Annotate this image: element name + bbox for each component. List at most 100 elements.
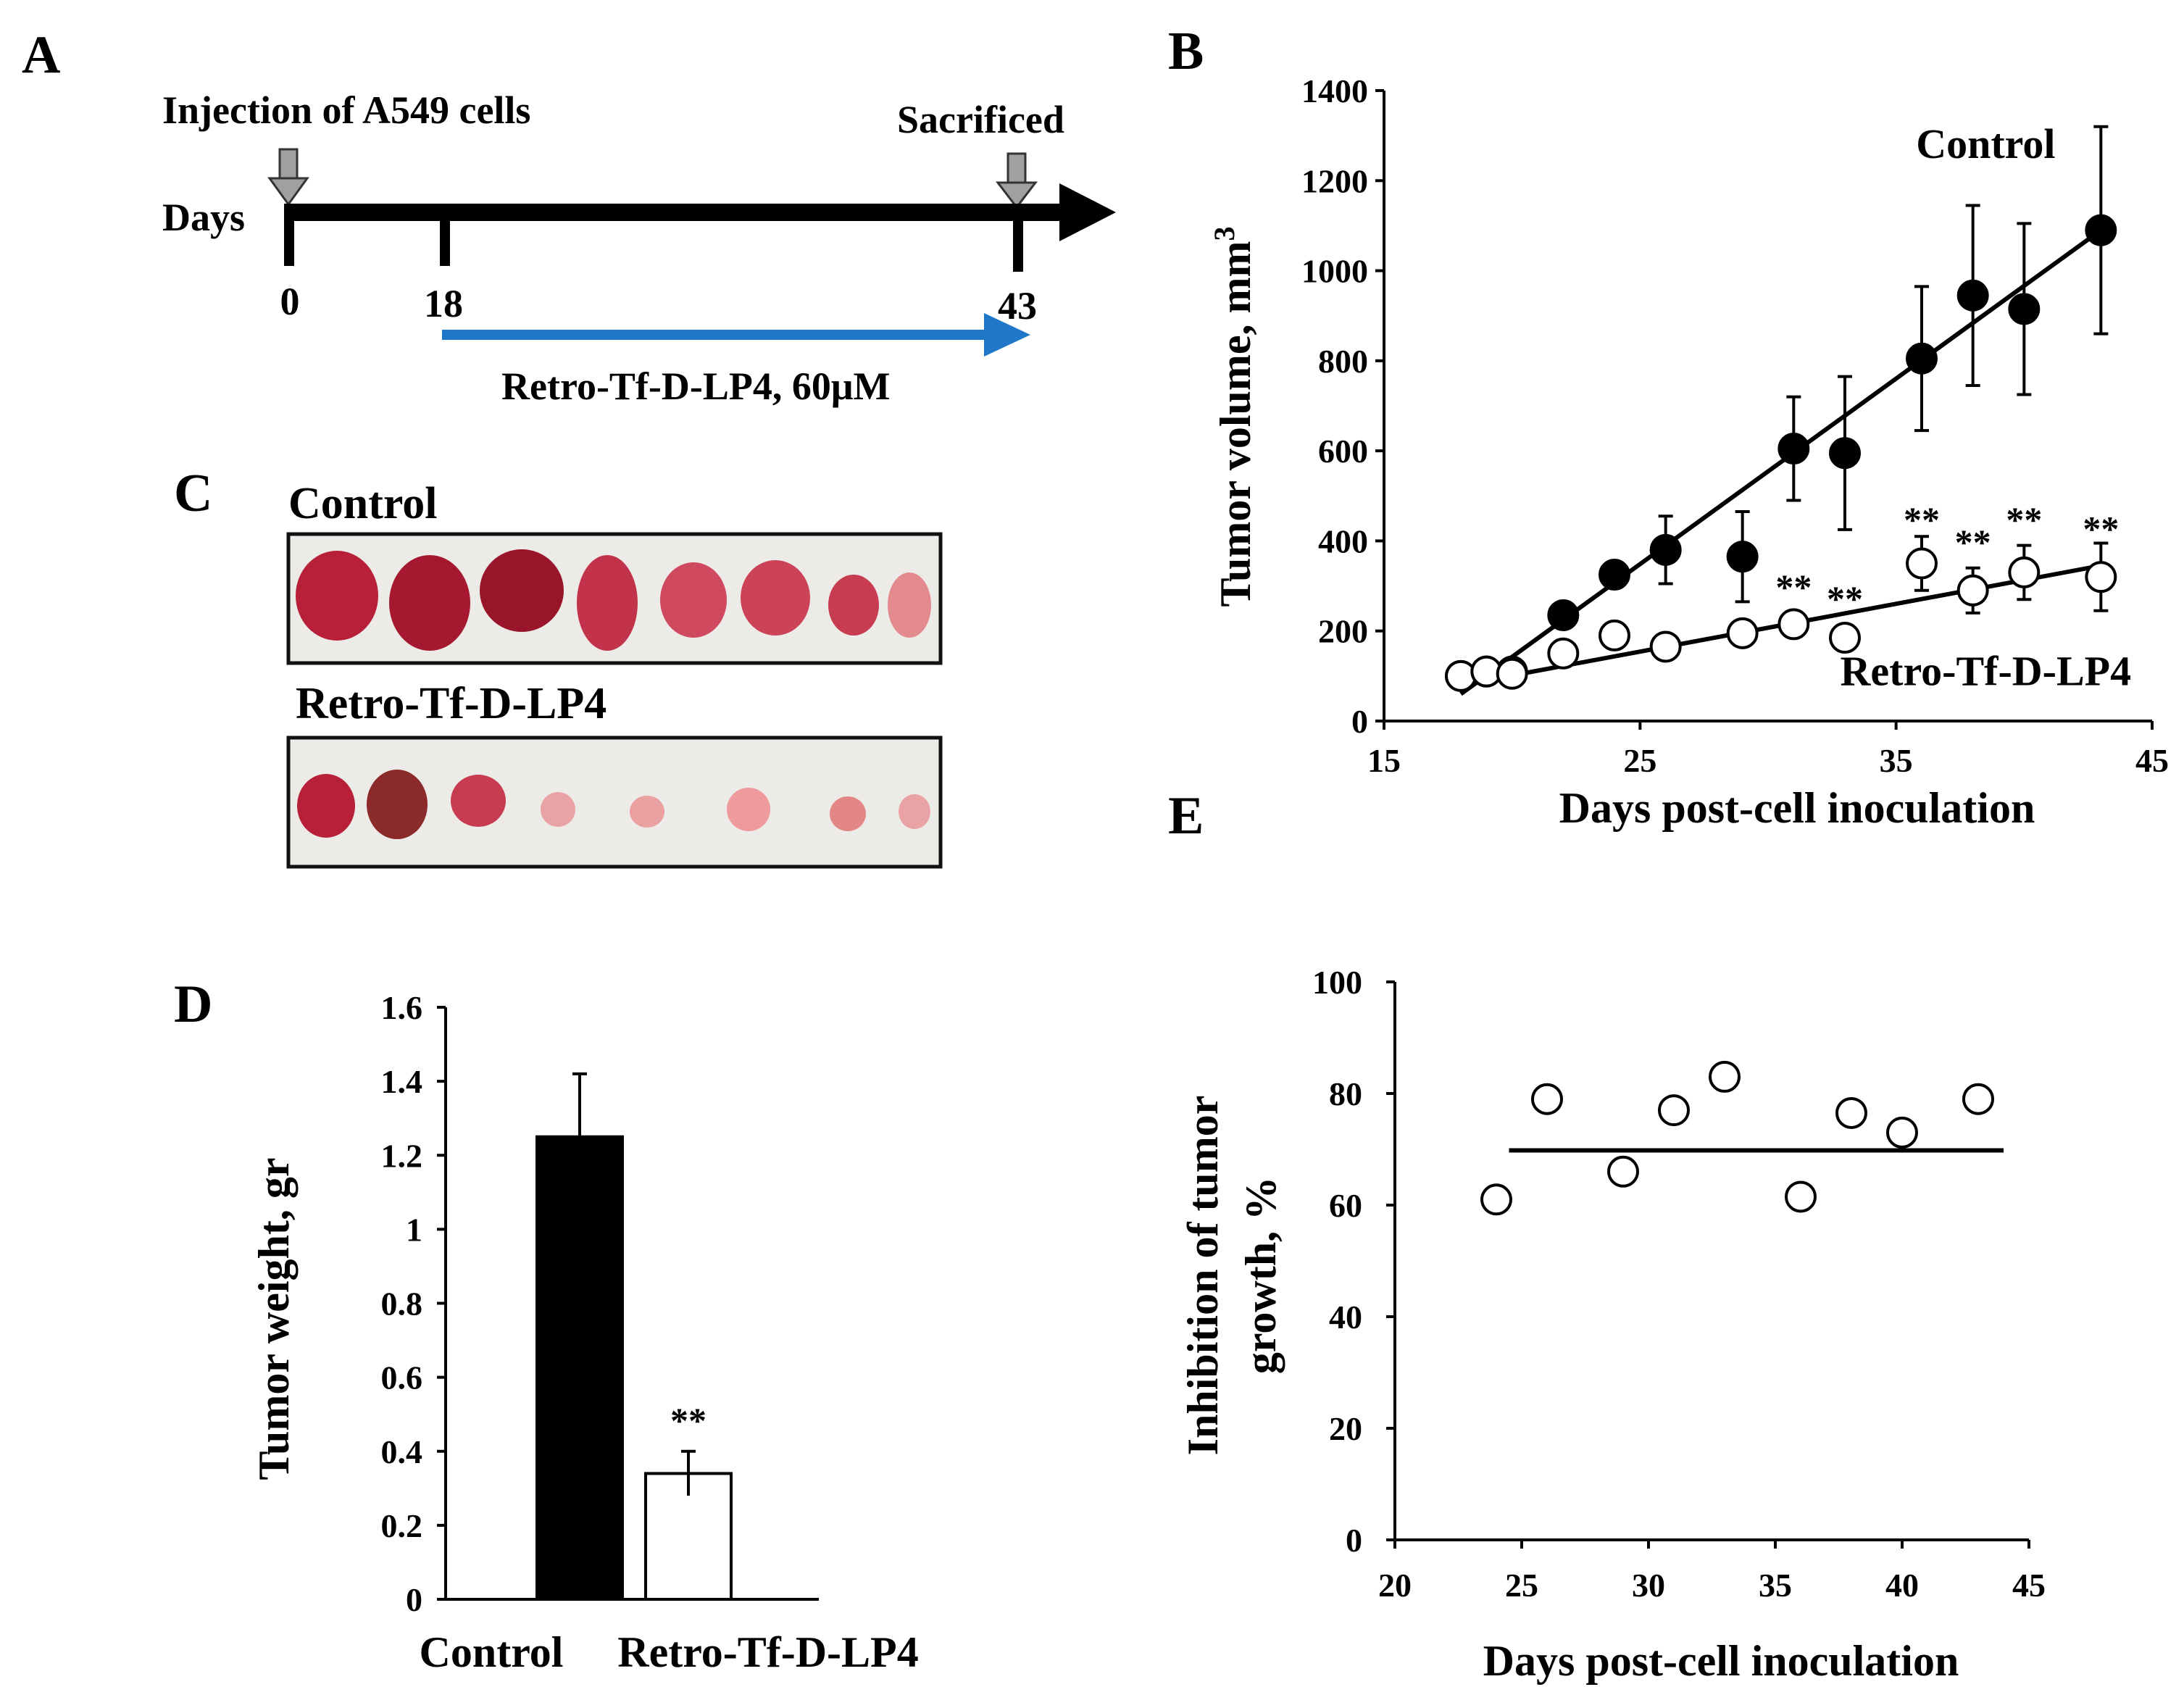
chart-b-y-tick-label: 600 <box>1318 433 1368 470</box>
chart-e-y-tick-label: 0 <box>1346 1522 1362 1559</box>
chart-b-significance-mark: ** <box>2083 508 2119 549</box>
chart-d-y-tick-label: 0.2 <box>381 1507 423 1544</box>
chart-b-y-tick-label: 1000 <box>1301 253 1368 290</box>
chart-e-y-tick-label: 100 <box>1312 964 1362 1001</box>
treated-tumor <box>367 770 428 839</box>
chart-e-y-tick-label: 20 <box>1329 1410 1362 1447</box>
chart-e-ylabel-line1: Inhibition of tumor <box>1179 1096 1227 1456</box>
chart-d-y-tick-label: 0 <box>406 1581 422 1618</box>
panel-c-letter: C <box>174 464 212 523</box>
chart-b-series-label: Control <box>1916 120 2055 167</box>
chart-e-x-tick-label: 35 <box>1759 1567 1792 1604</box>
tick-day-0 <box>284 212 294 266</box>
chart-b-error-bars <box>1658 125 2109 615</box>
chart-b-x-tick-label: 15 <box>1367 742 1401 779</box>
chart-e-x-tick-label: 20 <box>1378 1567 1412 1604</box>
chart-e-y-tick-label: 60 <box>1329 1187 1362 1224</box>
chart-d-y-tick-label: 1.4 <box>381 1063 423 1100</box>
chart-d-category-label: Control <box>420 1628 564 1676</box>
chart-b-significance-mark: ** <box>1904 499 1940 540</box>
treated-tumor <box>899 794 930 829</box>
chart-e-points <box>1480 1060 2004 1216</box>
chart-d-y-tick-label: 0.8 <box>381 1286 423 1322</box>
chart-d-y-tick-label: 1 <box>406 1211 422 1248</box>
chart-e-point <box>1531 1083 1563 1115</box>
control-tumor <box>480 549 564 632</box>
chart-b-control-point <box>1777 433 1810 465</box>
chart-b-treated-point <box>1726 617 1759 649</box>
panel-b-letter: B <box>1168 22 1204 81</box>
control-tumor-photo <box>286 532 943 665</box>
chart-b-y-tick-label: 1400 <box>1301 72 1368 109</box>
chart-e-point <box>1835 1096 1867 1129</box>
treated-tumor <box>541 792 575 827</box>
chart-b-y-tick-label: 400 <box>1318 522 1368 559</box>
chart-b-points <box>1445 214 2117 692</box>
treated-tumor <box>830 796 866 831</box>
chart-b-significance-mark: ** <box>2006 499 2042 540</box>
chart-b-control-point <box>1649 533 1682 566</box>
chart-e-point <box>1962 1083 1994 1115</box>
chart-b-control-point <box>2085 214 2117 246</box>
chart-d-significance-mark: ** <box>670 1400 707 1441</box>
chart-b-control-point <box>1726 541 1759 573</box>
treated-tumor <box>727 788 770 831</box>
chart-e-y-tick-label: 40 <box>1329 1299 1362 1336</box>
panel-d-letter: D <box>174 975 212 1034</box>
chart-b-treated-point <box>1649 630 1682 663</box>
chart-e-ylabel-line2: growth, % <box>1237 1177 1285 1374</box>
day-43-label: 43 <box>998 284 1037 328</box>
chart-b-series-label: Retro-Tf-D-LP4 <box>1841 647 2132 694</box>
injection-label: Injection of A549 cells <box>162 88 530 132</box>
control-tumor <box>389 555 470 651</box>
treated-tumor-photo <box>286 736 943 869</box>
treatment-label: Retro-Tf-D-LP4, 60μM <box>501 364 890 408</box>
chart-b-treated-point <box>1445 659 1477 692</box>
chart-e-point <box>1480 1183 1512 1216</box>
tick-day-43 <box>1013 212 1023 272</box>
chart-e: Inhibition of tumor growth, % Days post-… <box>1179 964 2046 1685</box>
panel-c: C Control Retro-Tf-D-LP4 <box>174 464 943 869</box>
tick-day-18 <box>440 212 450 266</box>
chart-e-x-tick-label: 45 <box>2012 1567 2046 1604</box>
panel-a-letter: A <box>22 25 60 85</box>
chart-b-treated-point <box>1599 619 1630 651</box>
chart-d-bars: Control Retro-Tf-D-LP4 ** <box>420 1072 919 1676</box>
chart-b-x-tick-label: 35 <box>1880 742 1913 779</box>
chart-e-point <box>1785 1180 1817 1213</box>
chart-b-control-point <box>1829 437 1861 470</box>
treatment-arrow <box>442 313 1030 357</box>
chart-b-treated-point <box>1547 637 1580 670</box>
chart-b-control-point <box>1956 279 1989 312</box>
chart-b-y-tick-label: 1200 <box>1301 162 1368 199</box>
chart-b-treated-point <box>2085 561 2117 593</box>
chart-d-control-bar <box>535 1135 624 1601</box>
chart-e-y-tick-label: 80 <box>1329 1075 1362 1112</box>
chart-b-treated-point <box>1777 608 1810 641</box>
chart-b-significance-mark: ** <box>1955 522 1991 562</box>
panel-a: A Injection of A549 cells Sacrificed Day… <box>22 25 1116 408</box>
chart-e-point <box>1658 1094 1690 1127</box>
chart-b-control-point <box>2008 293 2041 325</box>
chart-d-y-tick-label: 0.6 <box>381 1359 423 1396</box>
chart-b-y-tick-label: 0 <box>1351 703 1368 740</box>
sacrificed-label: Sacrificed <box>897 98 1064 141</box>
treated-photo-label: Retro-Tf-D-LP4 <box>296 679 607 728</box>
chart-e-x-tick-label: 25 <box>1505 1567 1538 1604</box>
chart-b-treated-point <box>2008 556 2041 588</box>
chart-b-y-tick-label: 200 <box>1318 613 1368 650</box>
chart-b-ylabel: Tumor volume, mm3 <box>1208 226 1259 607</box>
control-tumor <box>741 560 810 636</box>
chart-b-y-tick-label: 800 <box>1318 343 1368 380</box>
control-tumor <box>296 551 378 641</box>
days-label: Days <box>162 196 245 239</box>
chart-b-axes: 0 200 400 600 800 1000 1200 1400 15 25 35 45 <box>1301 72 2169 779</box>
chart-d-y-tick-label: 1.6 <box>381 989 423 1026</box>
chart-b-annotations: ** ** ** ** ** ** Control Retro-Tf-D-LP4 <box>1775 120 2131 694</box>
sacrifice-marker-arrow <box>995 152 1038 209</box>
chart-e-x-tick-label: 30 <box>1632 1567 1665 1604</box>
chart-e-xlabel: Days post-cell inoculation <box>1483 1637 1959 1685</box>
day-0-label: 0 <box>280 280 300 323</box>
chart-b-treated-point <box>1829 622 1861 654</box>
